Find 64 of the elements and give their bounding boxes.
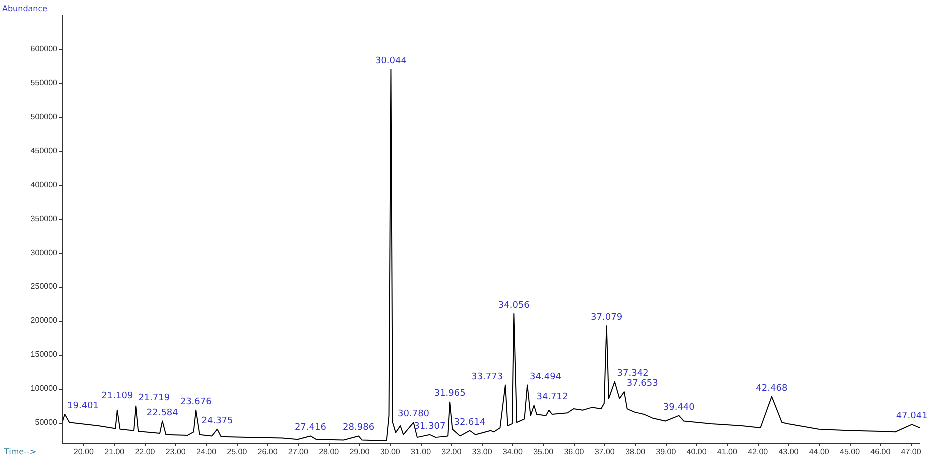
x-tick-label: 45.00 xyxy=(840,448,861,456)
x-tick-label: 30.00 xyxy=(380,448,401,456)
annotation: 42.468 xyxy=(756,384,788,394)
x-tick-label: 25.00 xyxy=(227,448,248,456)
y-tick-label: 250000 xyxy=(30,282,58,292)
annotation: 32.614 xyxy=(454,418,486,428)
x-tick-label: 28.00 xyxy=(319,448,340,456)
annotation: 22.584 xyxy=(146,408,179,418)
y-tick-label: 50000 xyxy=(35,418,58,428)
x-tick-label: 35.00 xyxy=(534,448,554,456)
x-tick-label: 43.00 xyxy=(778,448,800,456)
y-tick-label: 500000 xyxy=(30,112,58,122)
annotation: 19.401 xyxy=(68,401,100,412)
x-tick-label: 31.00 xyxy=(411,448,432,456)
annotation: 24.375 xyxy=(202,416,234,426)
annotation: 30.780 xyxy=(398,410,430,420)
annotation: 28.986 xyxy=(343,423,375,434)
annotation: 34.494 xyxy=(530,372,562,382)
annotation: 47.041 xyxy=(896,412,928,422)
annotation: 37.653 xyxy=(626,379,658,390)
annotation: 27.416 xyxy=(294,423,327,434)
x-tick-label: 42.00 xyxy=(748,448,769,456)
x-tick-label: 21.00 xyxy=(104,448,126,456)
y-tick-label: 400000 xyxy=(30,180,58,190)
x-tick-label: 36.00 xyxy=(564,448,585,456)
x-tick-label: 24.00 xyxy=(196,448,218,456)
y-tick-label: 200000 xyxy=(30,316,58,326)
annotation: 37.079 xyxy=(591,313,623,324)
y-axis-title: Abundance xyxy=(2,4,48,14)
y-tick-label: 150000 xyxy=(30,350,58,360)
x-tick-label: 34.00 xyxy=(502,448,524,456)
x-tick-label: 37.00 xyxy=(594,448,616,456)
x-tick-label: 22.00 xyxy=(135,448,156,456)
y-tick-label: 300000 xyxy=(30,248,58,258)
annotation: 23.676 xyxy=(180,397,212,408)
x-tick-label: 29.00 xyxy=(350,448,370,456)
x-tick-label: 20.00 xyxy=(74,448,95,456)
annotation: 34.056 xyxy=(498,300,530,311)
x-tick-label: 33.00 xyxy=(472,448,493,456)
y-tick-label: 350000 xyxy=(30,214,58,224)
annotation: 30.044 xyxy=(375,56,408,66)
y-tick-label: 550000 xyxy=(30,78,58,88)
y-tick-label: 100000 xyxy=(30,384,58,394)
annotation: 34.712 xyxy=(536,392,568,403)
annotation: 33.773 xyxy=(472,372,504,382)
x-tick-label: 44.00 xyxy=(809,448,830,456)
annotation: 21.719 xyxy=(138,393,170,404)
x-tick-label: 47.00 xyxy=(901,448,922,456)
annotation: 39.440 xyxy=(663,402,696,413)
x-tick-label: 38.00 xyxy=(626,448,646,456)
x-tick-label: 46.00 xyxy=(870,448,892,456)
annotation: 37.342 xyxy=(617,368,649,379)
x-tick-label: 32.00 xyxy=(442,448,462,456)
annotation: 21.109 xyxy=(102,391,134,402)
y-tick-label: 600000 xyxy=(30,44,58,54)
x-tick-label: 41.00 xyxy=(717,448,738,456)
x-tick-label: 40.00 xyxy=(686,448,708,456)
x-tick-label: 23.00 xyxy=(166,448,186,456)
x-tick-label: 27.00 xyxy=(288,448,310,456)
annotation: 31.965 xyxy=(434,389,466,400)
x-axis-title: Time--> xyxy=(4,448,37,456)
x-tick-label: 26.00 xyxy=(258,448,278,456)
x-tick-label: 39.00 xyxy=(656,448,677,456)
y-tick-label: 450000 xyxy=(30,146,58,156)
